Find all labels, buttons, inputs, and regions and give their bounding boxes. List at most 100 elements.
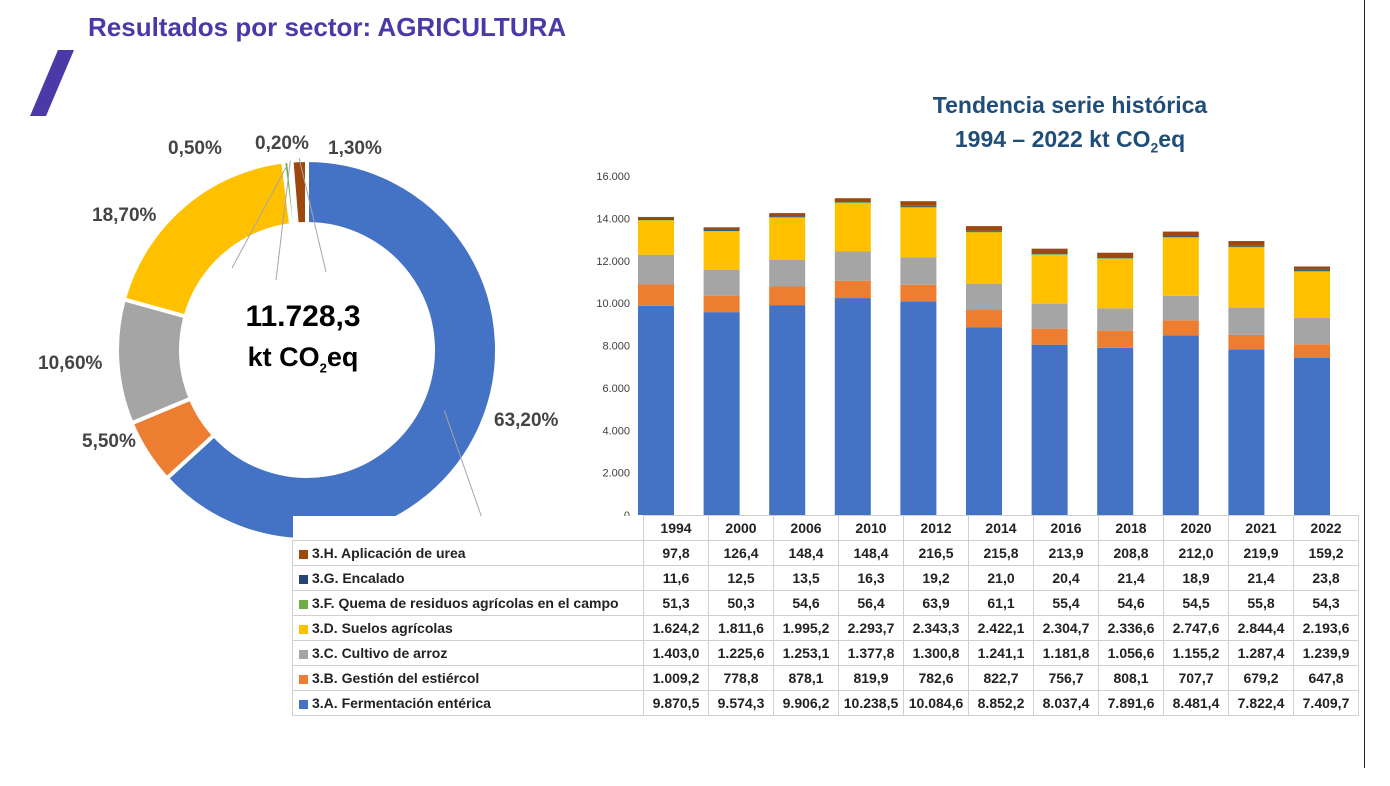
donut-label-3f: 0,50%: [168, 138, 222, 159]
y-tick-label: 16.000: [596, 171, 630, 183]
bar-segment-3b-2000: [703, 295, 740, 313]
bar-segment-3a-2018: [1097, 347, 1134, 515]
table-cell: 819,9: [838, 665, 904, 691]
table-cell: 878,1: [773, 665, 839, 691]
table-cell: 21,4: [1098, 565, 1164, 591]
table-cell: 2.343,3: [903, 615, 969, 641]
bar-segment-3c-2022: [1294, 318, 1330, 345]
bar-segment-3f-2012: [900, 206, 937, 208]
table-cell: 10.084,6: [903, 690, 969, 716]
bar-segment-3h-2010: [834, 198, 871, 202]
table-cell: 51,3: [643, 590, 709, 616]
table-cell: 1.624,2: [643, 615, 709, 641]
table-cell: 2.422,1: [968, 615, 1034, 641]
legend-swatch-3h: [299, 549, 308, 559]
bar-segment-3h-2021: [1228, 241, 1265, 246]
table-cell: 219,9: [1228, 540, 1294, 566]
bar-segment-3b-2010: [834, 280, 871, 299]
bar-segment-3c-1994: [638, 254, 674, 285]
y-tick-label: 10.000: [596, 298, 630, 310]
table-cell: 2.844,4: [1228, 615, 1294, 641]
table-year-header: 2014: [968, 515, 1034, 541]
bar-segment-3c-2018: [1097, 308, 1134, 331]
table-body: 3.H. Aplicación de urea 97,8 126,4 148,4 148…: [292, 540, 1359, 716]
bar-segment-3c-2012: [900, 257, 937, 285]
table-cell: 1.403,0: [643, 640, 709, 666]
table-cell: 212,0: [1163, 540, 1229, 566]
table-cell: 1.181,8: [1033, 640, 1099, 666]
table-cell: 647,8: [1293, 665, 1359, 691]
bar-segment-3h-1994: [638, 216, 674, 220]
table-cell: 55,4: [1033, 590, 1099, 616]
table-row-label: 3.H. Aplicación de urea: [292, 540, 644, 566]
table-cell: 2.336,6: [1098, 615, 1164, 641]
table-cell: 1.253,1: [773, 640, 839, 666]
bar-segment-3g-2018: [1097, 257, 1134, 258]
table-cell: 2.304,7: [1033, 615, 1099, 641]
table-cell: 1.225,6: [708, 640, 774, 666]
bar-segment-3d-2010: [834, 202, 871, 252]
bar-segment-3f-2020: [1162, 236, 1199, 238]
table-cell: 7.409,7: [1293, 690, 1359, 716]
table-cell: 63,9: [903, 590, 969, 616]
table-row: 3.G. Encalado 11,6 12,5 13,5 16,3 19,2 21,0 20,…: [292, 565, 1359, 591]
bar-segment-3a-1994: [638, 305, 674, 515]
donut-leader-line: [231, 165, 288, 269]
table-cell: 1.377,8: [838, 640, 904, 666]
table-cell: 822,7: [968, 665, 1034, 691]
bar-segment-3g-1994: [638, 219, 674, 220]
bar-segment-3g-2021: [1228, 245, 1265, 247]
bar-segment-3b-2018: [1097, 330, 1134, 348]
table-cell: 9.906,2: [773, 690, 839, 716]
bar-segment-3h-2016: [1031, 248, 1068, 254]
donut-label-3a: 63,20%: [494, 410, 559, 431]
table-cell: 1.241,1: [968, 640, 1034, 666]
bar-segment-3f-2021: [1228, 246, 1265, 248]
bar-segment-3a-2000: [703, 312, 740, 515]
table-cell: 782,6: [903, 665, 969, 691]
bar-segment-3d-2014: [966, 232, 1002, 284]
donut-slices: [115, 157, 499, 542]
bar-segment-3g-2010: [834, 201, 871, 203]
bar-segment-3h-2000: [703, 227, 740, 230]
bar-segment-3c-2021: [1228, 307, 1265, 335]
legend-label-3b: 3.B. Gestión del estiércol: [312, 670, 480, 686]
donut-label-3b: 5,50%: [82, 431, 136, 452]
y-tick-label: 6.000: [602, 383, 630, 395]
table-cell: 11,6: [643, 565, 709, 591]
table-cell: 54,6: [1098, 590, 1164, 616]
bar-segment-3d-2022: [1294, 271, 1330, 319]
table-cell: 216,5: [903, 540, 969, 566]
bar-segment-3a-2016: [1031, 344, 1068, 515]
bar-segment-3a-2014: [966, 327, 1002, 515]
table-row: 3.F. Quema de residuos agrícolas en el c…: [292, 590, 1359, 616]
bar-segment-3b-2012: [900, 284, 937, 302]
bar-segment-3b-2020: [1162, 320, 1199, 336]
table-year-header: 1994: [643, 515, 709, 541]
donut-slice-3a: [164, 157, 499, 542]
bar-segment-3a-2021: [1228, 349, 1265, 515]
table-cell: 13,5: [773, 565, 839, 591]
y-tick-label: 8.000: [602, 341, 630, 353]
legend-swatch-3b: [299, 674, 308, 684]
legend-swatch-3f: [299, 599, 308, 609]
table-row: 3.C. Cultivo de arroz 1.403,0 1.225,6 1.253…: [292, 640, 1359, 666]
bar-segment-3b-1994: [638, 284, 674, 306]
bar-segment-3g-2020: [1162, 236, 1199, 237]
donut-center-unit: kt CO2eq: [183, 342, 423, 375]
bar-segment-3d-2021: [1228, 247, 1265, 308]
bars: [638, 198, 1330, 515]
bar-segment-3c-2010: [834, 251, 871, 281]
bar-segment-3c-2020: [1162, 295, 1199, 321]
bar-segment-3g-2006: [769, 216, 806, 218]
donut-label-3h: 1,30%: [328, 138, 382, 159]
table-cell: 1.155,2: [1163, 640, 1229, 666]
donut-leader-line: [275, 160, 291, 281]
bar-segment-3d-2020: [1162, 237, 1199, 296]
table-year-header: 2016: [1033, 515, 1099, 541]
table-year-header: 2021: [1228, 515, 1294, 541]
table-row-label: 3.A. Fermentación entérica: [292, 690, 644, 716]
table-cell: 54,5: [1163, 590, 1229, 616]
table-cell: 1.811,6: [708, 615, 774, 641]
table-cell: 8.481,4: [1163, 690, 1229, 716]
